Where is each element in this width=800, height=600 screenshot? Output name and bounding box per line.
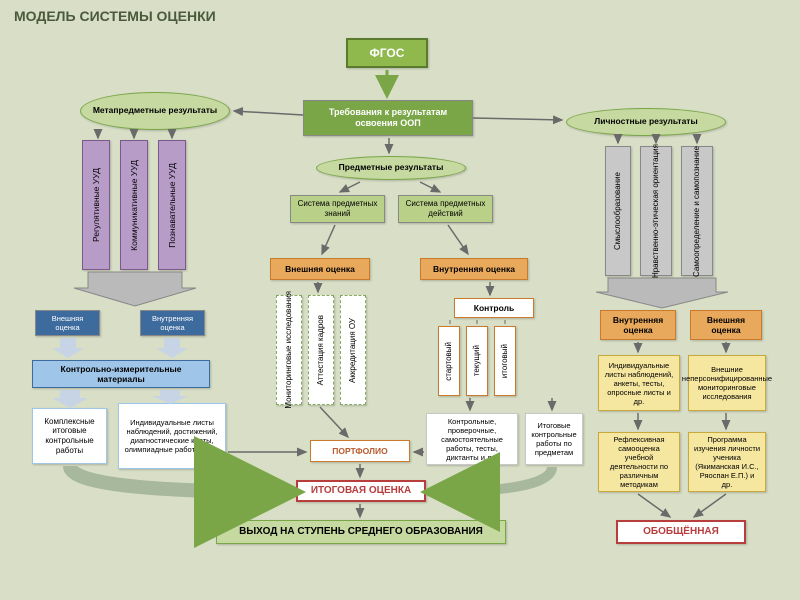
- label: Мониторинговые исследования: [284, 291, 294, 409]
- node-ext-o: Внешняя оценка: [270, 258, 370, 280]
- label: Аттестация кадров: [316, 315, 326, 385]
- node-meta: Метапредметные результаты: [80, 92, 230, 130]
- label: Итоговые контрольные работы по предметам: [531, 421, 577, 457]
- node-refl: Рефлексивная самооценка учебной деятельн…: [598, 432, 680, 492]
- label: итоговый: [500, 344, 510, 378]
- node-sys2: Система предметных действий: [398, 195, 493, 223]
- node-itog: ИТОГОВАЯ ОЦЕНКА: [296, 480, 426, 502]
- label: Внешняя оценка: [285, 264, 355, 274]
- node-int-o2: Внутренняя оценка: [600, 310, 676, 340]
- node-mon2: Аттестация кадров: [308, 295, 334, 405]
- node-vnesh-nep: Внешние неперсонифицированные мониторинг…: [688, 355, 766, 411]
- label: Познавательные УУД: [167, 163, 177, 248]
- page-title: МОДЕЛЬ СИСТЕМЫ ОЦЕНКИ: [14, 8, 216, 24]
- node-kompl: Комплексные итоговые контрольные работы: [32, 408, 107, 464]
- node-kontr-prov: Контрольные, проверочные, самостоятельны…: [426, 413, 518, 465]
- label: Самоопределение и самопознание: [692, 146, 702, 277]
- label: Система предметных действий: [404, 199, 487, 218]
- label: Требования к результатам освоения ООП: [309, 107, 467, 129]
- node-portfolio: ПОРТФОЛИО: [310, 440, 410, 462]
- node-vyhod: ВЫХОД НА СТУПЕНЬ СРЕДНЕГО ОБРАЗОВАНИЯ: [216, 520, 506, 544]
- label: Личностные результаты: [594, 117, 697, 127]
- node-r2: Нравственно-этическая ориентация: [640, 146, 672, 276]
- label: ИТОГОВАЯ ОЦЕНКА: [311, 485, 411, 497]
- label: ПОРТФОЛИО: [332, 446, 388, 456]
- node-lich: Личностные результаты: [566, 108, 726, 136]
- label: Внешние неперсонифицированные мониторинг…: [682, 365, 772, 401]
- node-fgos: ФГОС: [346, 38, 428, 68]
- label: Внутренняя оценка: [606, 315, 670, 335]
- node-kim: Контрольно-измерительные материалы: [32, 360, 210, 388]
- label: ВЫХОД НА СТУПЕНЬ СРЕДНЕГО ОБРАЗОВАНИЯ: [239, 526, 483, 538]
- node-itog-kontr: Итоговые контрольные работы по предметам: [525, 413, 583, 465]
- node-treb: Требования к результатам освоения ООП: [303, 100, 473, 136]
- label: Метапредметные результаты: [93, 106, 217, 116]
- node-indiv: Индивидуальные листы наблюдений, достиже…: [118, 403, 226, 469]
- label: Смыслообразование: [613, 172, 623, 250]
- node-k1: стартовый: [438, 326, 460, 396]
- node-ext-o2: Внешняя оценка: [690, 310, 762, 340]
- label: Коммуникативные УУД: [129, 160, 139, 251]
- node-int-small: Внутренняя оценка: [140, 310, 205, 336]
- node-ext-small: Внешняя оценка: [35, 310, 100, 336]
- label: Программа изучения личности ученика (Яки…: [694, 435, 760, 489]
- node-prog: Программа изучения личности ученика (Яки…: [688, 432, 766, 492]
- arrows-layer: [0, 0, 800, 600]
- label: Нравственно-этическая ориентация: [651, 144, 661, 278]
- node-uud3: Познавательные УУД: [158, 140, 186, 270]
- label: стартовый: [444, 342, 454, 381]
- label: Контрольные, проверочные, самостоятельны…: [432, 417, 512, 462]
- node-uud1: Регулятивные УУД: [82, 140, 110, 270]
- label: Регулятивные УУД: [91, 168, 101, 242]
- label: Комплексные итоговые контрольные работы: [38, 417, 101, 455]
- label: Внешняя оценка: [41, 314, 94, 332]
- label: Контрольно-измерительные материалы: [38, 364, 204, 384]
- node-obob: ОБОБЩЁННАЯ: [616, 520, 746, 544]
- label: Система предметных знаний: [296, 199, 379, 218]
- label: Внутренняя оценка: [146, 314, 199, 332]
- label: Аккредитация ОУ: [348, 318, 358, 383]
- label: Индивидуальные листы наблюдений, достиже…: [124, 418, 220, 454]
- node-ind-list: Индивидуальные листы наблюдений, анкеты,…: [598, 355, 680, 411]
- label: Предметные результаты: [339, 163, 444, 173]
- label: ФГОС: [370, 46, 405, 60]
- label: текущий: [472, 345, 482, 376]
- node-int-o: Внутренняя оценка: [420, 258, 528, 280]
- node-pred: Предметные результаты: [316, 156, 466, 180]
- node-k3: итоговый: [494, 326, 516, 396]
- node-r1: Смыслообразование: [605, 146, 631, 276]
- node-uud2: Коммуникативные УУД: [120, 140, 148, 270]
- node-mon3: Аккредитация ОУ: [340, 295, 366, 405]
- label: Внутренняя оценка: [433, 264, 515, 274]
- label: Индивидуальные листы наблюдений, анкеты,…: [604, 361, 674, 406]
- node-kontrol: Контроль: [454, 298, 534, 318]
- label: ОБОБЩЁННАЯ: [643, 526, 719, 538]
- label: Контроль: [474, 303, 514, 313]
- node-r3: Самоопределение и самопознание: [681, 146, 713, 276]
- node-mon1: Мониторинговые исследования: [276, 295, 302, 405]
- label: Рефлексивная самооценка учебной деятельн…: [604, 435, 674, 489]
- label: Внешняя оценка: [696, 315, 756, 335]
- node-sys1: Система предметных знаний: [290, 195, 385, 223]
- node-k2: текущий: [466, 326, 488, 396]
